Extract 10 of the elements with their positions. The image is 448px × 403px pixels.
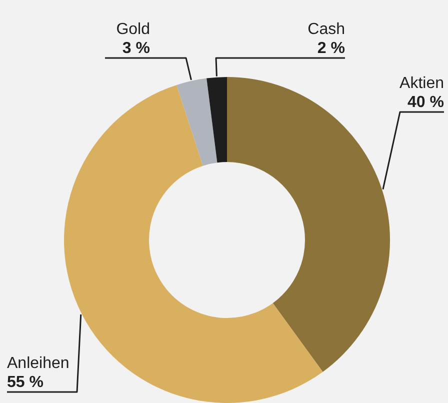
slice-label: Aktien: [400, 75, 444, 92]
slice-label: Cash: [308, 21, 345, 38]
donut-slice: [227, 77, 390, 372]
donut-slice: [176, 78, 218, 166]
slice-label: Gold: [116, 21, 150, 38]
data-label: 40 %: [408, 94, 444, 111]
data-label: 55 %: [7, 374, 44, 391]
slice-label: Anleihen: [7, 355, 70, 372]
data-label: 2 %: [317, 40, 345, 57]
data-label: 3 %: [122, 40, 150, 57]
